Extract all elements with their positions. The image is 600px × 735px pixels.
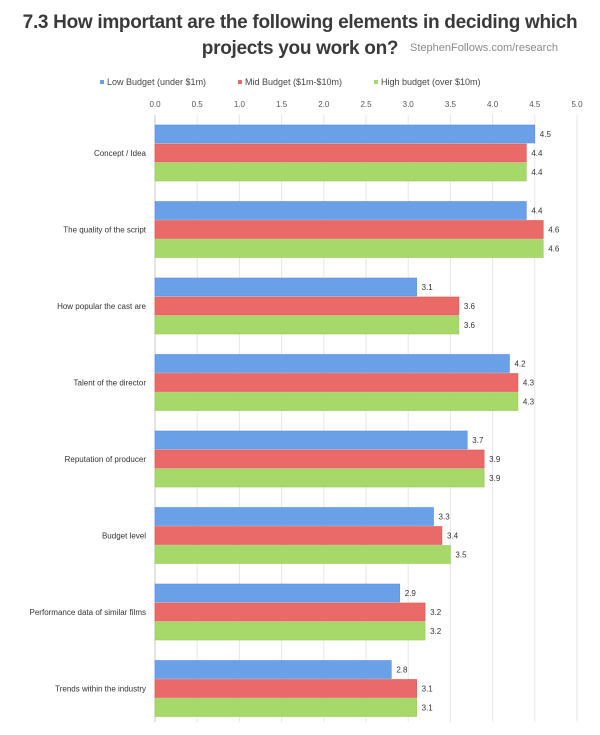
category-label: Reputation of producer bbox=[65, 455, 147, 464]
data-label: 4.4 bbox=[531, 149, 543, 158]
category-label: Talent of the director bbox=[74, 379, 147, 388]
legend-item-low: Low Budget (under $1m) bbox=[100, 77, 206, 87]
data-label: 2.9 bbox=[405, 589, 417, 598]
legend-swatch-low bbox=[100, 79, 104, 84]
legend-label-high: High budget (over $10m) bbox=[381, 77, 481, 87]
bar bbox=[154, 354, 510, 373]
data-label: 3.4 bbox=[447, 532, 459, 541]
bar bbox=[154, 621, 426, 641]
chart-title-line2: projects you work on? bbox=[201, 38, 399, 59]
data-label: 4.2 bbox=[514, 360, 526, 369]
legend-swatch-mid bbox=[238, 79, 242, 84]
x-tick-label: 2.5 bbox=[360, 100, 372, 109]
legend-item-high: High budget (over $10m) bbox=[374, 77, 481, 87]
data-label: 3.2 bbox=[430, 608, 442, 617]
bar bbox=[154, 373, 519, 392]
data-label: 4.3 bbox=[523, 379, 535, 388]
source-credit: StephenFollows.com/research bbox=[410, 42, 558, 54]
bar bbox=[154, 679, 417, 698]
bar bbox=[154, 602, 426, 622]
x-tick-label: 3.5 bbox=[445, 100, 457, 109]
data-label: 3.9 bbox=[489, 455, 501, 464]
data-label: 3.1 bbox=[422, 283, 434, 292]
category-label: Concept / Idea bbox=[94, 149, 147, 158]
category-label: Budget level bbox=[102, 532, 146, 541]
bar bbox=[154, 526, 443, 545]
bar bbox=[154, 124, 536, 144]
x-tick-label: 1.0 bbox=[234, 100, 246, 109]
bar bbox=[154, 220, 544, 239]
x-tick-label: 3.0 bbox=[403, 100, 415, 109]
bar bbox=[154, 545, 451, 564]
x-tick-label: 5.0 bbox=[571, 100, 583, 109]
legend-label-low: Low Budget (under $1m) bbox=[107, 77, 207, 87]
data-label: 3.6 bbox=[464, 321, 476, 330]
x-tick-label: 1.5 bbox=[276, 100, 288, 109]
x-tick-label: 0.5 bbox=[192, 100, 204, 109]
category-label: Trends within the industry bbox=[55, 685, 146, 694]
data-label: 3.5 bbox=[455, 551, 467, 560]
bar bbox=[154, 143, 527, 163]
data-label: 3.6 bbox=[464, 302, 476, 311]
x-tick-label: 4.5 bbox=[529, 100, 541, 109]
bar bbox=[154, 277, 417, 297]
data-label: 4.4 bbox=[531, 168, 543, 177]
legend-label-mid: Mid Budget ($1m-$10m) bbox=[245, 77, 343, 87]
bar bbox=[154, 430, 468, 450]
x-tick-label: 0.0 bbox=[149, 100, 161, 109]
bar bbox=[154, 507, 434, 526]
bar bbox=[154, 468, 485, 488]
chart-title-line1: 7.3 How important are the following elem… bbox=[22, 12, 578, 33]
bar bbox=[154, 296, 460, 316]
legend-swatch-high bbox=[374, 79, 378, 84]
data-label: 3.2 bbox=[430, 627, 442, 636]
legend-item-mid: Mid Budget ($1m-$10m) bbox=[238, 77, 342, 87]
category-label: Performance data of similar films bbox=[30, 608, 146, 617]
data-label: 3.3 bbox=[439, 513, 451, 522]
data-label: 3.1 bbox=[422, 685, 434, 694]
x-tick-label: 4.0 bbox=[487, 100, 499, 109]
bar bbox=[154, 315, 460, 335]
data-label: 4.3 bbox=[523, 398, 535, 407]
data-label: 4.6 bbox=[548, 226, 560, 235]
bar bbox=[154, 660, 392, 679]
bar bbox=[154, 162, 527, 182]
data-label: 4.6 bbox=[548, 245, 560, 254]
bar bbox=[154, 392, 519, 411]
data-label: 3.7 bbox=[472, 436, 484, 445]
bar bbox=[154, 201, 527, 220]
bar bbox=[154, 239, 544, 258]
bar bbox=[154, 583, 401, 603]
data-label: 4.5 bbox=[540, 130, 552, 139]
bar bbox=[154, 698, 417, 717]
x-tick-label: 2.0 bbox=[318, 100, 330, 109]
data-label: 2.8 bbox=[396, 666, 408, 675]
data-label: 3.9 bbox=[489, 474, 501, 483]
data-label: 4.4 bbox=[531, 207, 543, 216]
category-label: How popular the cast are bbox=[57, 302, 146, 311]
data-label: 3.1 bbox=[422, 704, 434, 713]
category-label: The quality of the script bbox=[63, 226, 146, 235]
bar bbox=[154, 449, 485, 469]
